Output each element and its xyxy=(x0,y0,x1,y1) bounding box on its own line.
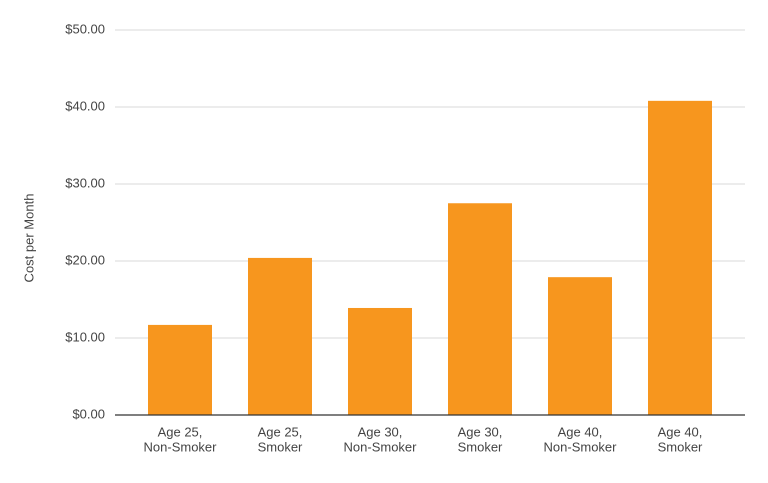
x-tick-label: Smoker xyxy=(458,439,503,454)
x-tick-label: Age 40, xyxy=(658,424,703,439)
bar xyxy=(548,277,612,415)
x-tick-label: Non-Smoker xyxy=(544,439,618,454)
bar xyxy=(348,307,412,415)
bar xyxy=(248,257,312,415)
y-tick-label: $10.00 xyxy=(65,329,105,344)
y-axis-label: Cost per Month xyxy=(21,194,36,283)
x-tick-label: Smoker xyxy=(258,439,303,454)
bar xyxy=(648,100,712,415)
y-tick-label: $40.00 xyxy=(65,98,105,113)
x-tick-label: Age 40, xyxy=(558,424,603,439)
x-tick-label: Age 30, xyxy=(358,424,403,439)
y-tick-label: $20.00 xyxy=(65,252,105,267)
x-tick-label: Non-Smoker xyxy=(144,439,218,454)
y-tick-label: $0.00 xyxy=(72,406,105,421)
bar xyxy=(148,324,212,415)
x-tick-label: Smoker xyxy=(658,439,703,454)
x-tick-label: Age 25, xyxy=(158,424,203,439)
bar xyxy=(448,203,512,415)
x-tick-label: Non-Smoker xyxy=(344,439,418,454)
y-tick-label: $30.00 xyxy=(65,175,105,190)
x-tick-label: Age 25, xyxy=(258,424,303,439)
y-tick-label: $50.00 xyxy=(65,21,105,36)
x-tick-label: Age 30, xyxy=(458,424,503,439)
